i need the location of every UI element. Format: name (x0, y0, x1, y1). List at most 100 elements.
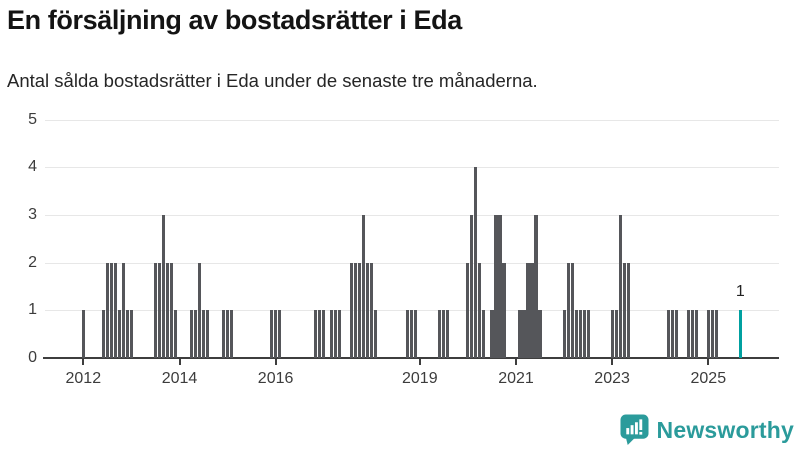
page-title: En försäljning av bostadsrätter i Eda (7, 5, 462, 35)
bar (474, 167, 478, 358)
bar (414, 310, 418, 358)
bar (197, 262, 202, 358)
y-axis-label: 4 (28, 158, 37, 176)
y-axis-label: 2 (28, 253, 37, 271)
bar (618, 214, 622, 358)
x-axis-tick (82, 358, 85, 365)
bar (406, 310, 410, 358)
bar (354, 262, 358, 358)
bar (366, 262, 370, 358)
bar (694, 310, 698, 358)
x-axis-label: 2012 (65, 370, 102, 387)
gridline-y2 (45, 262, 779, 264)
newsworthy-logo[interactable]: Newsworthy (619, 413, 794, 447)
bar (270, 310, 274, 358)
bar (610, 310, 614, 358)
bar (358, 262, 362, 358)
bar (157, 262, 161, 358)
bar (478, 262, 482, 358)
bar (710, 310, 714, 358)
highlighted-bar (738, 310, 742, 358)
x-axis-tick (611, 358, 614, 365)
value-label: 1 (735, 283, 745, 301)
bar (494, 214, 498, 358)
bar (538, 310, 542, 358)
x-axis-tick (178, 358, 181, 365)
bar (169, 262, 173, 358)
bar (582, 310, 586, 358)
y-axis-label: 3 (28, 205, 37, 223)
x-axis-tick (418, 358, 421, 365)
bar (125, 310, 129, 358)
bar (410, 310, 414, 358)
bar (193, 310, 198, 358)
bar (330, 310, 334, 358)
bar (225, 310, 230, 358)
bar (502, 262, 506, 358)
bar (534, 214, 538, 358)
bar (117, 310, 121, 358)
page-subtitle: Antal sålda bostadsrätter i Eda under de… (7, 70, 538, 91)
newsworthy-wordmark: Newsworthy (656, 416, 794, 443)
bar (161, 214, 165, 358)
bar (350, 262, 354, 358)
bar (626, 262, 630, 358)
bar (482, 310, 486, 358)
x-axis-label: 2021 (498, 370, 534, 387)
bar (706, 310, 710, 358)
bar (113, 262, 117, 358)
bar (109, 262, 113, 358)
bar (670, 310, 674, 358)
x-axis-label: 2025 (690, 370, 727, 387)
bar (189, 310, 194, 358)
bar (229, 310, 234, 358)
bar (490, 310, 494, 358)
bar (446, 310, 450, 358)
bar (586, 310, 590, 358)
bar (518, 310, 522, 358)
y-axis-label: 0 (28, 349, 37, 366)
newsworthy-icon (619, 414, 649, 445)
bar (526, 262, 530, 358)
bar (578, 310, 582, 358)
bar (362, 214, 366, 358)
bar (221, 310, 226, 358)
bar (666, 310, 670, 358)
x-axis-label: 2023 (594, 370, 630, 387)
bar (278, 310, 282, 358)
bar (105, 262, 109, 358)
gridline-y5 (45, 119, 779, 121)
x-axis-label: 2016 (257, 370, 294, 387)
x-axis-tick (515, 358, 517, 365)
bar (173, 310, 177, 358)
bar (274, 310, 278, 358)
bar (121, 262, 125, 358)
bar (338, 310, 342, 358)
bar (318, 310, 322, 358)
bar (334, 310, 338, 358)
bar (498, 214, 502, 358)
bar (562, 310, 566, 358)
bar (686, 310, 690, 358)
x-axis-tick (274, 358, 277, 365)
bar (690, 310, 694, 358)
bar (201, 310, 206, 358)
bar (470, 214, 474, 358)
bar (674, 310, 678, 358)
bar (466, 262, 470, 358)
x-axis-tick (707, 358, 710, 365)
bar (81, 310, 85, 358)
bar (314, 310, 318, 358)
bar (153, 262, 157, 358)
bar (129, 310, 133, 358)
bar (370, 262, 374, 358)
bar (530, 262, 534, 358)
bar (574, 310, 578, 358)
bar (374, 310, 378, 358)
y-axis-label: 1 (28, 301, 37, 319)
bar (614, 310, 618, 358)
bar (438, 310, 442, 358)
y-axis-label: 5 (28, 110, 37, 128)
bar (622, 262, 626, 358)
